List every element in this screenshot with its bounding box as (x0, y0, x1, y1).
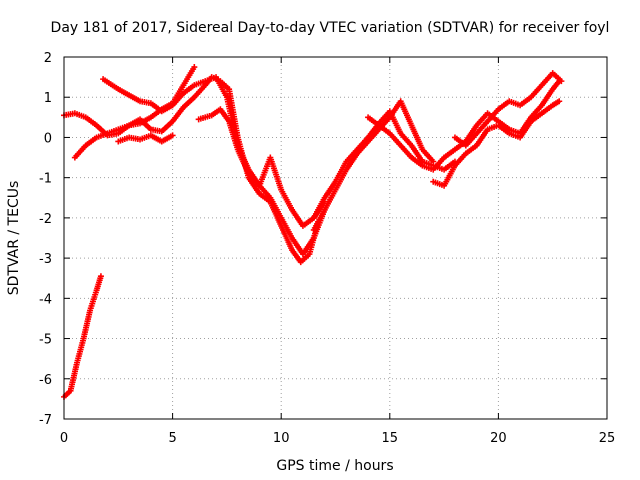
series-pass-10 (430, 98, 563, 189)
data-point (191, 64, 198, 71)
x-tick-label: 15 (382, 431, 399, 446)
series-pass-8 (310, 98, 437, 233)
series-pass-5 (115, 132, 176, 145)
x-axis-label: GPS time / hours (276, 458, 393, 474)
y-tick-labels: 2 1 0 -1 -2 -3 -4 -5 -6 -7 (39, 51, 52, 428)
data-point (169, 132, 176, 139)
y-tick-label: 2 (44, 51, 52, 66)
y-tick-label: -1 (39, 172, 52, 187)
chart-title: Day 181 of 2017, Sidereal Day-to-day VTE… (51, 20, 610, 36)
x-tick-label: 20 (490, 431, 507, 446)
y-tick-label: -5 (39, 333, 52, 348)
series-pass-11 (451, 70, 565, 149)
grid (64, 57, 607, 419)
y-tick-label: 0 (44, 131, 52, 146)
x-tick-label: 0 (60, 431, 68, 446)
series-pass-2 (61, 74, 322, 266)
y-tick-label: 1 (44, 91, 52, 106)
data-point (558, 78, 565, 85)
y-tick-label: -7 (39, 413, 52, 428)
y-tick-label: -2 (39, 212, 52, 227)
axis-ticks (63, 56, 608, 420)
y-tick-label: -6 (39, 373, 52, 388)
series-pass-6 (195, 106, 328, 229)
data-point (430, 158, 437, 165)
y-axis-label: SDTVAR / TECUs (6, 181, 22, 296)
x-tick-label: 25 (599, 431, 616, 446)
x-tick-label: 10 (273, 431, 290, 446)
data-points (61, 64, 565, 400)
series-pass-9 (365, 78, 563, 173)
x-tick-label: 5 (168, 431, 176, 446)
series-pass-1 (61, 273, 104, 400)
plot-frame (63, 56, 608, 420)
data-point (97, 273, 104, 280)
series-pass-4 (71, 64, 198, 161)
y-tick-label: -3 (39, 252, 52, 267)
series-pass-3 (100, 74, 328, 258)
x-tick-labels: 0 5 10 15 20 25 (60, 431, 615, 446)
y-tick-label: -4 (39, 292, 52, 307)
data-point (556, 98, 563, 105)
